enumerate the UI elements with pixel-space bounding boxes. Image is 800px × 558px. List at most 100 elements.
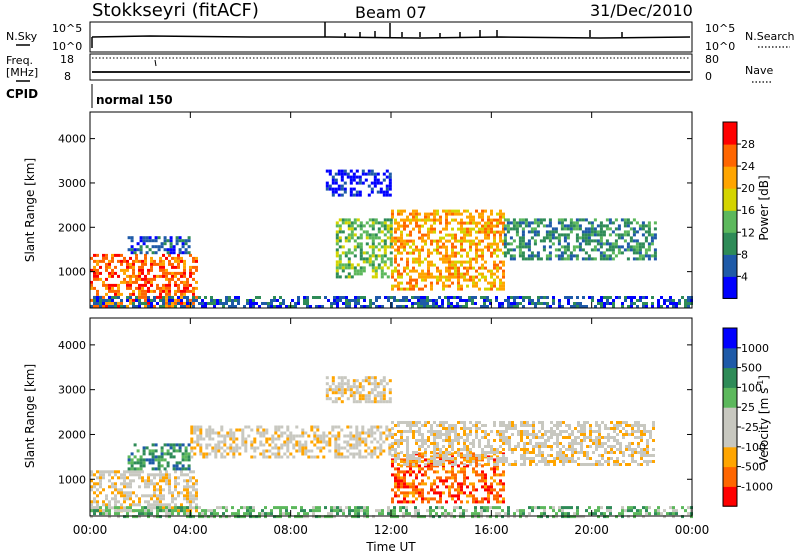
power-cell — [409, 230, 412, 234]
velocity-cell — [199, 443, 203, 447]
velocity-cell — [151, 449, 155, 453]
velocity-cell — [406, 457, 409, 460]
power-cell — [276, 299, 279, 302]
velocity-cell — [424, 451, 427, 454]
power-cell — [383, 263, 387, 267]
power-cell — [533, 239, 537, 243]
velocity-cell — [157, 461, 161, 465]
power-cell — [130, 251, 134, 255]
velocity-cell — [406, 460, 409, 463]
velocity-cell — [129, 470, 132, 474]
velocity-cell — [514, 424, 517, 427]
power-cell — [484, 224, 487, 228]
power-cell — [454, 218, 457, 222]
power-cell — [359, 269, 363, 273]
velocity-cell — [166, 452, 170, 456]
velocity-cell — [477, 515, 480, 519]
velocity-cell — [90, 506, 93, 510]
power-cell — [478, 221, 481, 225]
power-cell — [357, 299, 360, 302]
velocity-cell — [466, 464, 469, 468]
velocity-cell — [496, 451, 499, 454]
power-cell — [415, 248, 418, 252]
power-cell — [430, 242, 433, 246]
power-cell — [603, 305, 606, 308]
power-cell — [469, 257, 472, 261]
power-cell — [330, 305, 333, 308]
power-cell — [93, 299, 96, 302]
velocity-cell — [256, 446, 260, 450]
velocity-cell — [172, 446, 176, 450]
velocity-cell — [183, 509, 186, 513]
power-cell — [451, 251, 454, 255]
velocity-cell — [406, 421, 409, 424]
velocity-cell — [189, 470, 192, 474]
velocity-cell — [226, 431, 230, 435]
velocity-cell — [346, 449, 350, 453]
power-cell — [350, 233, 354, 237]
power-cell — [590, 224, 594, 228]
power-cell — [129, 256, 132, 260]
power-cell — [493, 239, 496, 243]
velocity-cell — [622, 427, 625, 430]
velocity-cell — [484, 436, 487, 439]
velocity-cell — [111, 485, 114, 489]
velocity-cell — [514, 448, 517, 451]
velocity-cell — [193, 431, 197, 435]
power-cell — [675, 305, 678, 308]
velocity-cell — [159, 488, 162, 492]
velocity-cell — [165, 479, 168, 483]
velocity-cell — [136, 467, 140, 471]
power-cell — [369, 299, 372, 302]
velocity-cell — [547, 463, 550, 466]
velocity-cell — [172, 455, 176, 459]
velocity-cell — [430, 457, 433, 460]
power-cell — [442, 236, 445, 240]
velocity-cell — [631, 433, 634, 436]
velocity-cell — [177, 476, 180, 480]
velocity-cell — [168, 476, 171, 480]
power-cell — [142, 239, 146, 243]
velocity-cell — [520, 454, 523, 457]
power-cell — [415, 212, 418, 216]
velocity-cell — [189, 506, 192, 510]
freq-label: Freq. — [6, 54, 33, 67]
velocity-cell — [123, 500, 126, 504]
power-cell — [448, 254, 451, 258]
power-cell — [433, 239, 436, 243]
power-cell — [409, 278, 412, 282]
velocity-cell — [474, 512, 477, 516]
power-cell — [180, 301, 183, 305]
power-cell — [144, 302, 147, 305]
velocity-cell — [130, 464, 134, 468]
power-cell — [451, 254, 454, 258]
velocity-cell — [430, 497, 433, 501]
power-cell — [411, 305, 414, 308]
velocity-cell — [627, 509, 630, 513]
velocity-cell — [625, 430, 628, 433]
velocity-cell — [553, 460, 556, 463]
power-cell — [391, 239, 394, 243]
velocity-cell — [157, 455, 161, 459]
velocity-cell — [279, 509, 282, 513]
velocity-cell — [418, 430, 421, 433]
power-cell — [451, 209, 454, 213]
velocity-cell — [232, 437, 236, 441]
power-cell — [150, 262, 153, 266]
velocity-cell — [637, 436, 640, 439]
velocity-cell — [219, 506, 222, 510]
velocity-cell — [367, 452, 371, 456]
velocity-cell — [214, 452, 218, 456]
power-cell — [391, 287, 394, 291]
power-cell — [642, 296, 645, 299]
power-cell — [347, 251, 351, 255]
power-cell — [335, 254, 339, 258]
velocity-cell — [391, 436, 394, 439]
velocity-cell — [262, 434, 266, 438]
power-cell — [177, 302, 180, 305]
velocity-cell — [364, 443, 368, 447]
power-cell — [144, 256, 147, 260]
velocity-cell — [409, 427, 412, 430]
velocity-cell — [346, 388, 350, 392]
power-cell — [465, 299, 468, 302]
